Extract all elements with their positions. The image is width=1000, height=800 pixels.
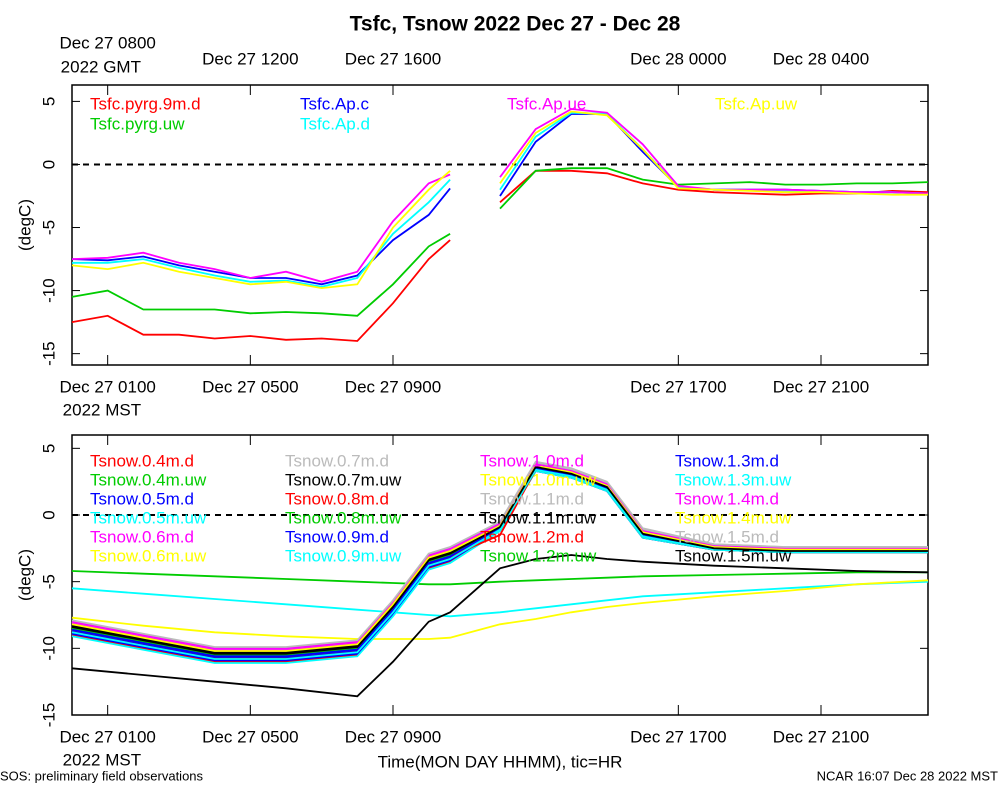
x-sublabel: 2022 MST (63, 750, 141, 769)
legend-entry: Tsnow.1.5m.uw (675, 546, 792, 565)
legend-entry: Tsnow.1.4m.d (675, 489, 779, 508)
legend-entry: Tsnow.0.8m.uw (285, 508, 402, 527)
legend-entry: Tsfc.pyrg.9m.d (90, 94, 201, 113)
legend-entry: Tsnow.1.1m.uw (480, 508, 597, 527)
y-tick-label: 0 (39, 160, 58, 169)
legend-entry: Tsnow.1.5m.d (675, 527, 779, 546)
x-tick-label: Dec 27 0100 (59, 377, 155, 396)
chart-title: Tsfc, Tsnow 2022 Dec 27 - Dec 28 (350, 13, 681, 36)
y-tick-label: 5 (39, 97, 58, 106)
series-line (71, 580, 929, 618)
x-tick-label: Dec 27 2100 (773, 727, 869, 746)
legend-entry: Tsfc.Ap.d (300, 114, 370, 133)
legend-entry: Tsnow.1.2m.d (480, 527, 584, 546)
series-line (71, 463, 928, 650)
series-line (71, 113, 929, 286)
series-line (72, 111, 929, 288)
y-tick-label: -5 (39, 574, 58, 589)
series-line (71, 110, 928, 290)
legend-entry: Tsnow.0.6m.uw (90, 546, 207, 565)
y-axis-label: (degC) (15, 199, 34, 251)
x-tick-label: Dec 27 2100 (773, 377, 869, 396)
legend-entry: Tsfc.Ap.uw (715, 94, 798, 113)
legend-entry: Tsnow.0.4m.uw (90, 470, 207, 489)
legend-entry: Tsnow.0.9m.d (285, 527, 389, 546)
x2-sublabel: 2022 GMT (61, 57, 141, 76)
y-tick-label: -15 (39, 341, 58, 366)
footer-left: SOS: preliminary field observations (0, 768, 204, 783)
x-tick-label: Dec 27 0100 (59, 727, 155, 746)
series-line (71, 167, 929, 317)
series-line (71, 460, 928, 648)
legend-entry: Tsnow.0.4m.d (90, 451, 194, 470)
legend-entry: Tsnow.0.7m.d (285, 451, 389, 470)
footer-right: NCAR 16:07 Dec 28 2022 MST (817, 768, 998, 783)
legend-entry: Tsnow.0.6m.d (90, 527, 194, 546)
x2-tick-label: Dec 27 0800 (59, 33, 155, 52)
legend-entry: Tsfc.Ap.ue (507, 94, 586, 113)
legend-entry: Tsnow.0.9m.uw (285, 546, 402, 565)
y-tick-label: -15 (39, 703, 58, 728)
legend-entry: Tsnow.1.2m.uw (480, 546, 597, 565)
legend-entry: Tsnow.0.5m.d (90, 489, 194, 508)
x-sublabel: 2022 MST (63, 400, 141, 419)
legend-entry: Tsnow.0.7m.uw (285, 470, 402, 489)
x2-tick-label: Dec 27 1200 (202, 49, 298, 68)
legend-entry: Tsnow.1.1m.d (480, 489, 584, 508)
plot-frame (71, 84, 929, 366)
y-tick-label: 0 (39, 510, 58, 519)
legend-entry: Tsnow.0.8m.d (285, 489, 389, 508)
legend-entry: Tsnow.1.0m.d (480, 451, 584, 470)
legend-entry: Tsnow.1.4m.uw (675, 508, 792, 527)
legend-entry: Tsfc.pyrg.uw (90, 114, 185, 133)
plot-frame (71, 434, 929, 716)
legend-entry: Tsnow.0.5m.uw (90, 508, 207, 527)
x-tick-label: Dec 27 0900 (345, 377, 441, 396)
x-tick-label: Dec 27 0500 (202, 377, 298, 396)
x-tick-label: Dec 27 0500 (202, 727, 298, 746)
x2-tick-label: Dec 28 0400 (773, 49, 869, 68)
y-tick-label: -10 (39, 278, 58, 303)
x2-tick-label: Dec 27 1600 (345, 49, 441, 68)
y-axis-label: (degC) (15, 549, 34, 601)
series-line (71, 465, 928, 655)
legend-entry: Tsnow.1.3m.uw (675, 470, 792, 489)
x-tick-label: Dec 27 0900 (345, 727, 441, 746)
legend-entry: Tsfc.Ap.c (300, 94, 369, 113)
y-tick-label: -5 (39, 220, 58, 235)
series-line (71, 554, 929, 698)
x2-tick-label: Dec 28 0000 (630, 49, 726, 68)
y-tick-label: -10 (39, 636, 58, 661)
series-line (71, 579, 929, 640)
x-tick-label: Dec 27 1700 (630, 727, 726, 746)
y-tick-label: 5 (39, 444, 58, 453)
series-line (71, 169, 929, 342)
x-tick-label: Dec 27 1700 (630, 377, 726, 396)
series-line (71, 468, 928, 660)
legend-entry: Tsnow.1.0m.uw (480, 470, 597, 489)
x-axis-label: Time(MON DAY HHMM), tic=HR (378, 752, 623, 771)
series-line (71, 570, 928, 586)
legend-entry: Tsnow.1.3m.d (675, 451, 779, 470)
